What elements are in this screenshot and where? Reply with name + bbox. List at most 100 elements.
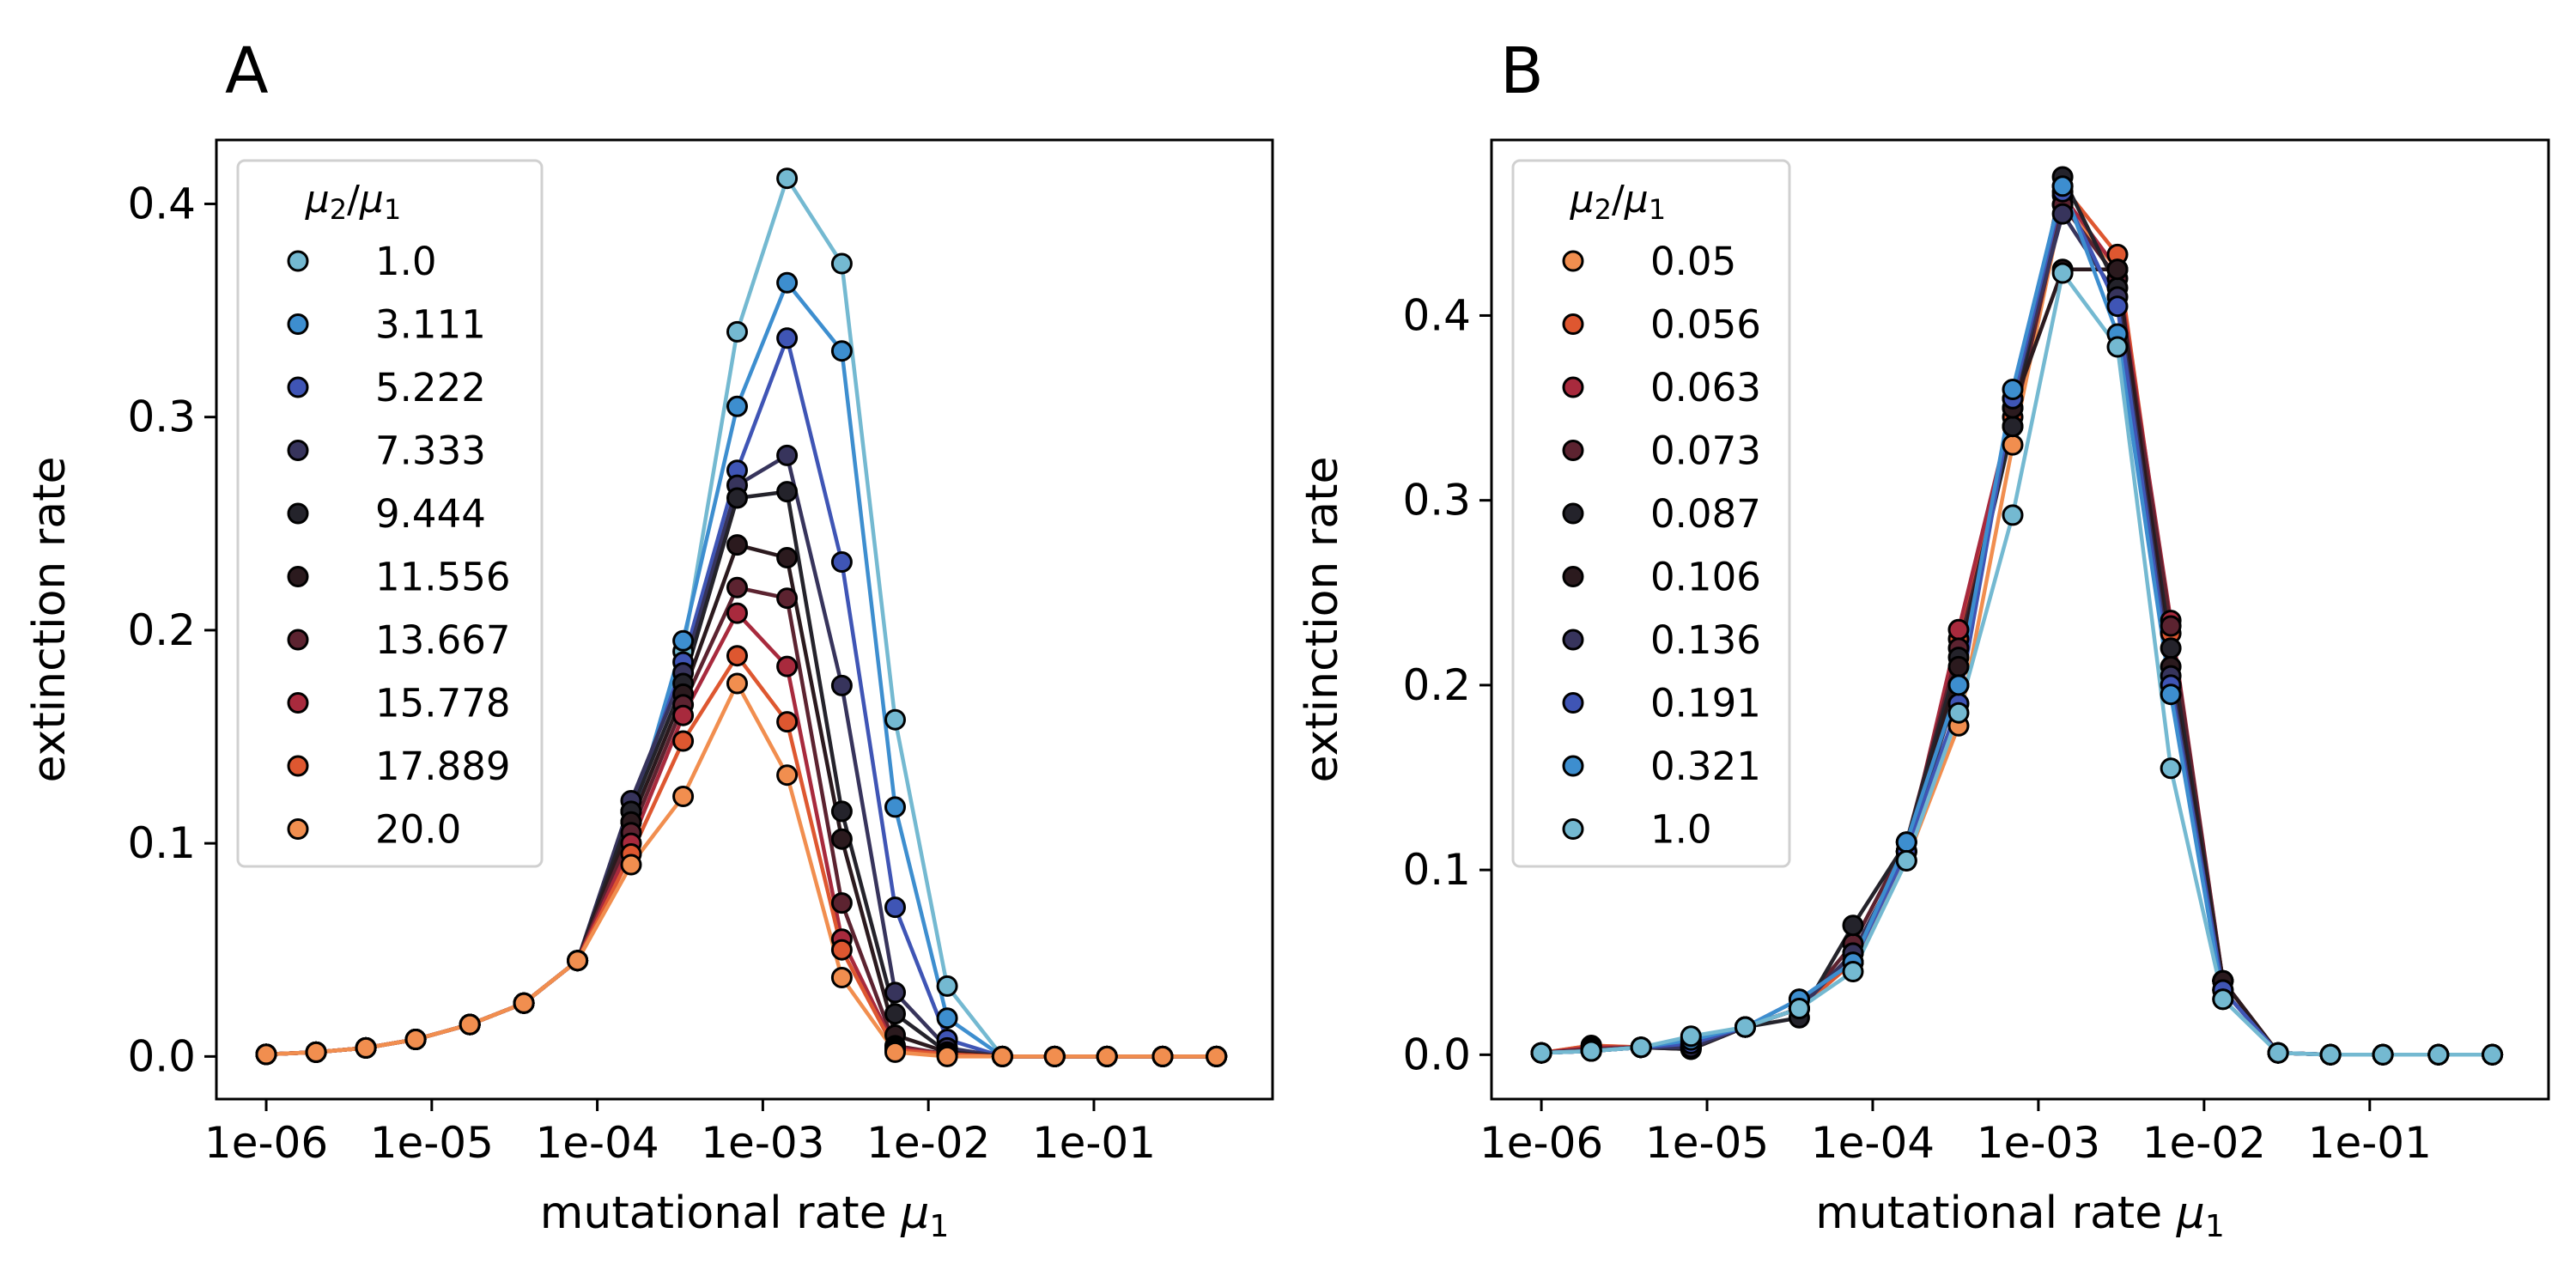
data-point bbox=[884, 896, 906, 919]
data-point bbox=[1735, 1016, 1756, 1038]
data-point bbox=[830, 892, 853, 914]
data-point bbox=[776, 711, 799, 733]
legend-title: μ2/μ1 bbox=[1570, 178, 1667, 226]
data-point bbox=[404, 1029, 427, 1050]
x-tick-label: 1e-06 bbox=[204, 1118, 328, 1168]
x-tick-label: 1e-06 bbox=[1479, 1118, 1603, 1168]
data-point bbox=[2482, 1043, 2504, 1066]
data-point bbox=[1530, 1042, 1552, 1064]
legend-entry-label: 0.106 bbox=[1650, 555, 1761, 600]
x-axis-title-sub: 1 bbox=[2205, 1209, 2225, 1244]
panel-letter: B bbox=[1500, 34, 1544, 108]
data-point bbox=[2267, 1042, 2289, 1064]
legend-marker bbox=[1562, 502, 1584, 525]
data-point bbox=[1842, 961, 1864, 982]
data-point bbox=[884, 708, 906, 731]
legend-entry-label: 15.778 bbox=[375, 681, 510, 726]
x-axis-title-text: mutational rate bbox=[1815, 1188, 2162, 1239]
legend-title-sub: 1 bbox=[384, 193, 401, 226]
x-tick-label: 1e-03 bbox=[701, 1118, 824, 1168]
y-tick-label: 0.4 bbox=[127, 179, 196, 228]
legend-entry-label: 0.056 bbox=[1650, 302, 1761, 348]
data-point bbox=[513, 992, 535, 1014]
legend-marker bbox=[287, 313, 309, 335]
legend-entry-label: 1.0 bbox=[1650, 807, 1712, 853]
data-point bbox=[620, 854, 642, 876]
y-tick-label: 0.0 bbox=[1402, 1030, 1471, 1079]
data-point bbox=[830, 551, 853, 573]
legend-marker bbox=[1562, 376, 1584, 398]
data-point bbox=[1895, 849, 1917, 872]
data-point bbox=[1151, 1045, 1174, 1067]
data-point bbox=[726, 645, 748, 667]
data-point bbox=[1895, 831, 1917, 854]
data-point bbox=[1580, 1040, 1602, 1062]
y-tick-label: 0.3 bbox=[127, 392, 196, 442]
data-point bbox=[2212, 988, 2234, 1011]
legend-title-slash: / bbox=[347, 178, 360, 222]
legend-title: μ2/μ1 bbox=[305, 178, 402, 226]
data-point bbox=[726, 320, 748, 343]
y-axis-title: extinction rate bbox=[1297, 457, 1348, 783]
data-point bbox=[2002, 379, 2024, 400]
data-point bbox=[2160, 683, 2182, 706]
legend-entry-label: 7.333 bbox=[375, 428, 486, 474]
legend-entry-label: 0.087 bbox=[1650, 491, 1761, 537]
data-point bbox=[726, 487, 748, 509]
legend-frame bbox=[1511, 159, 1791, 868]
legend-entry-label: 0.136 bbox=[1650, 617, 1761, 663]
legend-entry-label: 20.0 bbox=[375, 807, 461, 853]
data-point bbox=[2160, 637, 2182, 659]
data-point bbox=[884, 796, 906, 818]
x-tick-label: 1e-04 bbox=[535, 1118, 659, 1168]
legend-marker bbox=[287, 818, 309, 840]
data-point bbox=[2319, 1043, 2342, 1066]
legend-marker bbox=[287, 250, 309, 272]
y-tick-label: 0.4 bbox=[1402, 290, 1471, 340]
legend-title-symbol: μ bbox=[1624, 178, 1649, 222]
data-point bbox=[1947, 702, 1970, 724]
legend-entry-label: 0.321 bbox=[1650, 744, 1761, 789]
legend-marker bbox=[1562, 440, 1584, 461]
legend-marker bbox=[1562, 755, 1584, 777]
legend-entry-label: 5.222 bbox=[375, 365, 486, 410]
data-point bbox=[672, 704, 695, 726]
data-point bbox=[1680, 1025, 1702, 1048]
x-tick-label: 1e-05 bbox=[1645, 1118, 1769, 1168]
legend-marker bbox=[287, 692, 309, 714]
data-point bbox=[2160, 615, 2182, 637]
data-point bbox=[255, 1043, 277, 1066]
y-tick-label: 0.1 bbox=[127, 818, 196, 868]
data-point bbox=[830, 939, 853, 961]
legend-marker bbox=[287, 440, 309, 461]
data-point bbox=[2106, 258, 2129, 281]
data-point bbox=[672, 629, 695, 652]
y-tick-label: 0.0 bbox=[127, 1031, 196, 1081]
data-point bbox=[2051, 175, 2074, 197]
data-point bbox=[884, 981, 906, 1004]
data-point bbox=[2160, 757, 2182, 780]
data-point bbox=[884, 1003, 906, 1025]
data-point bbox=[1096, 1045, 1118, 1067]
data-point bbox=[936, 1007, 958, 1030]
axes-frame bbox=[215, 138, 1274, 1101]
data-point bbox=[1630, 1036, 1652, 1059]
legend-title-sub: 2 bbox=[330, 193, 347, 226]
legend-entry-label: 9.444 bbox=[375, 491, 486, 537]
data-point bbox=[726, 672, 748, 695]
legend-marker bbox=[1562, 566, 1584, 587]
data-point bbox=[1947, 655, 1970, 677]
data-point bbox=[2002, 504, 2024, 526]
legend-marker bbox=[287, 566, 309, 587]
data-point bbox=[830, 967, 853, 988]
legend-frame bbox=[236, 159, 544, 868]
data-point bbox=[776, 587, 799, 610]
data-point bbox=[776, 655, 799, 677]
data-point bbox=[672, 786, 695, 807]
data-point bbox=[2427, 1043, 2450, 1066]
x-tick-label: 1e-05 bbox=[370, 1118, 494, 1168]
panel-b: B 1e-06 1e-05 1e-04 1e-03 1e-02 1e-01 0.0 0.1 0.2… bbox=[1297, 34, 2550, 1244]
data-point bbox=[776, 167, 799, 190]
data-point bbox=[2106, 295, 2129, 318]
